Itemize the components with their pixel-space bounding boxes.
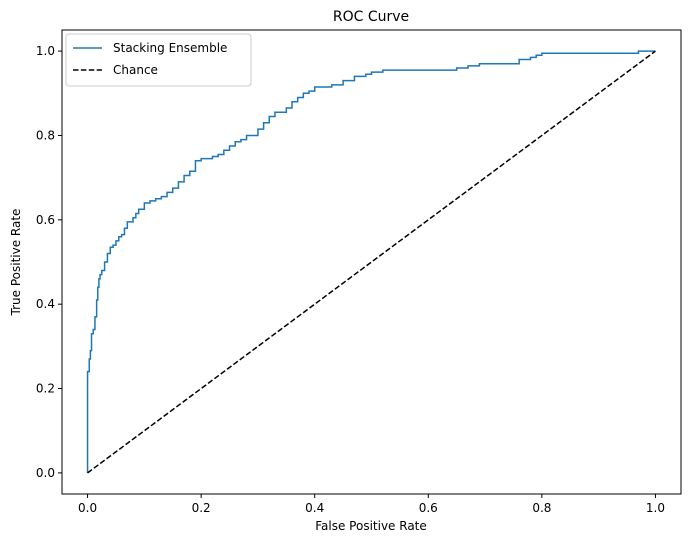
y-tick-label: 0.8 — [36, 128, 55, 142]
legend: Stacking Ensemble Chance — [65, 33, 252, 87]
plot-area — [62, 30, 681, 494]
y-tick-label: 0.0 — [36, 466, 55, 480]
x-axis: 0.0 0.2 0.4 0.6 0.8 1.0 — [78, 494, 665, 515]
y-axis: 0.0 0.2 0.4 0.6 0.8 1.0 — [36, 44, 62, 480]
x-tick-label: 0.8 — [532, 501, 551, 515]
legend-label-chance: Chance — [113, 63, 158, 77]
series-line-chance — [87, 50, 656, 474]
y-tick-label: 1.0 — [36, 44, 55, 58]
series-layer — [86, 50, 656, 474]
axes-frame — [61, 29, 682, 495]
y-tick-label: 0.6 — [36, 213, 55, 227]
x-tick-label: 1.0 — [646, 501, 665, 515]
x-tick-label: 0.6 — [419, 501, 438, 515]
chart-title: ROC Curve — [333, 9, 409, 25]
legend-label-stacking: Stacking Ensemble — [113, 41, 227, 55]
y-axis-label: True Positive Rate — [9, 209, 23, 317]
y-tick-label: 0.4 — [36, 297, 55, 311]
series-line-stacking-ensemble — [86, 50, 656, 473]
x-tick-label: 0.4 — [305, 501, 324, 515]
x-tick-label: 0.0 — [78, 501, 97, 515]
x-axis-label: False Positive Rate — [315, 519, 427, 533]
y-tick-label: 0.2 — [36, 382, 55, 396]
legend-box — [65, 33, 252, 87]
x-tick-label: 0.2 — [192, 501, 211, 515]
